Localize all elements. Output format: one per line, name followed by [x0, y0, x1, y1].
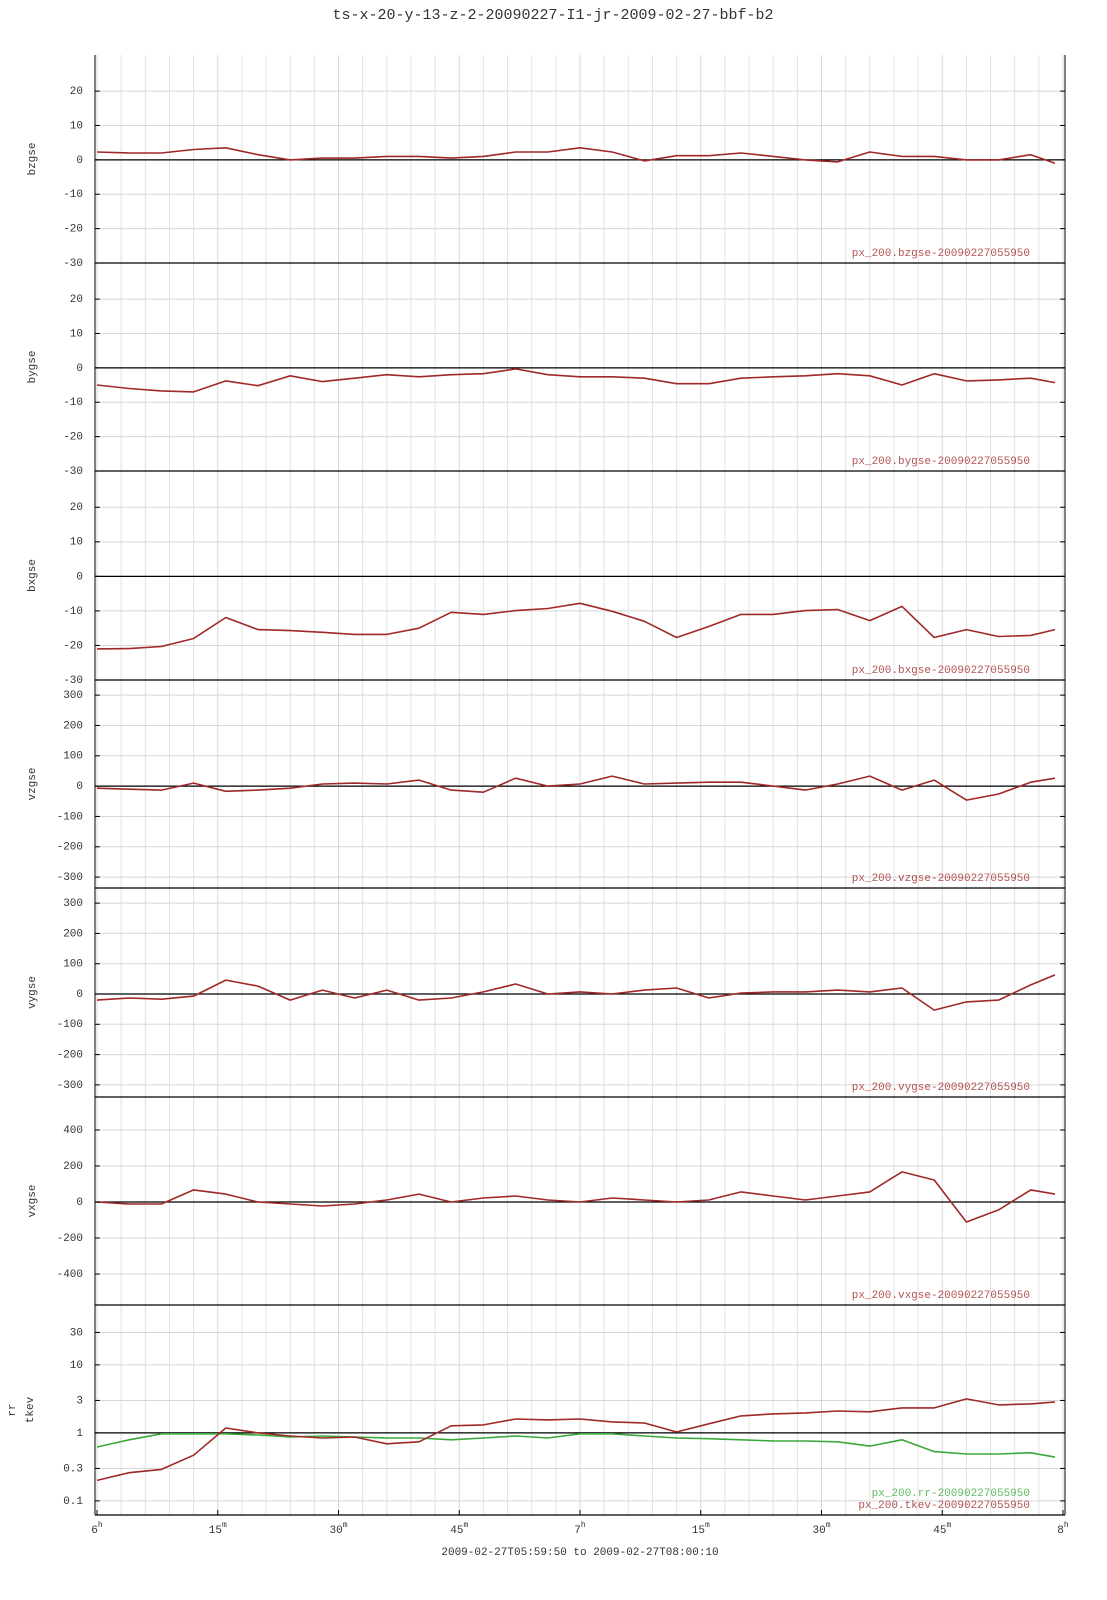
series-line [96, 602, 1056, 650]
series-line [96, 1171, 1056, 1223]
y-tick-label: 0 [76, 363, 83, 375]
legend-label: px_200.vygse-20090227055950 [852, 1082, 1030, 1094]
y-tick-label: -30 [63, 466, 83, 478]
y-tick-label: -20 [63, 432, 83, 444]
legend-label: px_200.bzgse-20090227055950 [852, 248, 1030, 260]
x-axis-label: 2009-02-27T05:59:50 to 2009-02-27T08:00:… [441, 1547, 718, 1559]
x-tick-label: 7h [574, 1521, 586, 1537]
y-tick-label: 0.1 [63, 1496, 83, 1508]
x-tick-label: 30m [329, 1521, 347, 1537]
y-axis-label: bzgse [27, 142, 39, 175]
legend-label: px_200.tkev-20090227055950 [858, 1500, 1030, 1512]
y-tick-label: 0.3 [63, 1463, 83, 1475]
y-axis-label: vxgse [27, 1184, 39, 1217]
series-line [96, 147, 1056, 165]
series-line [96, 368, 1056, 393]
y-tick-label: -10 [63, 397, 83, 409]
y-axis-label: tkev [25, 1396, 37, 1423]
y-tick-label: 200 [63, 1161, 83, 1173]
x-tick-label: 15m [209, 1521, 227, 1537]
y-tick-label: -20 [63, 640, 83, 652]
y-tick-label: 200 [63, 720, 83, 732]
y-tick-label: 300 [63, 690, 83, 702]
y-tick-label: -100 [57, 1019, 83, 1031]
y-axis-label: bxgse [27, 559, 39, 592]
y-tick-label: -20 [63, 224, 83, 236]
y-axis-label: rr [7, 1403, 19, 1416]
y-axis-label: vzgse [27, 767, 39, 800]
x-tick-label: 30m [812, 1521, 830, 1537]
x-tick-label: 45m [933, 1521, 951, 1537]
y-tick-label: 0 [76, 781, 83, 793]
y-axis-label: bygse [27, 350, 39, 383]
series-line [96, 1398, 1056, 1482]
y-tick-label: 20 [70, 294, 83, 306]
y-tick-label: -200 [57, 1050, 83, 1062]
y-tick-label: 100 [63, 959, 83, 971]
y-tick-label: 100 [63, 751, 83, 763]
series-line [96, 974, 1056, 1011]
x-tick-label: 45m [450, 1521, 468, 1537]
legend-label: px_200.bygse-20090227055950 [852, 456, 1030, 468]
y-tick-label: 10 [70, 537, 83, 549]
legend-label: px_200.rr-20090227055950 [872, 1488, 1030, 1500]
x-tick-label: 8h [1057, 1521, 1069, 1537]
y-tick-label: 20 [70, 502, 83, 514]
y-tick-label: -30 [63, 675, 83, 687]
x-tick-label: 15m [692, 1521, 710, 1537]
series-line [96, 1433, 1056, 1458]
y-tick-label: -300 [57, 1080, 83, 1092]
y-tick-label: 300 [63, 898, 83, 910]
y-tick-label: 10 [70, 328, 83, 340]
y-tick-label: -10 [63, 606, 83, 618]
x-tick-label: 6h [91, 1521, 103, 1537]
y-tick-label: 30 [70, 1327, 83, 1339]
y-tick-label: 400 [63, 1125, 83, 1137]
y-tick-label: -100 [57, 811, 83, 823]
chart-title: ts-x-20-y-13-z-2-20090227-I1-jr-2009-02-… [332, 7, 773, 24]
y-tick-label: 0 [76, 571, 83, 583]
y-tick-label: -200 [57, 1233, 83, 1245]
y-tick-label: 3 [76, 1395, 83, 1407]
legend-label: px_200.vxgse-20090227055950 [852, 1290, 1030, 1302]
y-tick-label: 10 [70, 120, 83, 132]
y-tick-label: 20 [70, 86, 83, 98]
y-tick-label: 10 [70, 1360, 83, 1372]
y-tick-label: 0 [76, 1197, 83, 1209]
y-tick-label: 200 [63, 928, 83, 940]
y-tick-label: -10 [63, 189, 83, 201]
legend-label: px_200.bxgse-20090227055950 [852, 665, 1030, 677]
line-layer [95, 147, 1065, 1482]
legend-label: px_200.vzgse-20090227055950 [852, 873, 1030, 885]
y-tick-label: -400 [57, 1269, 83, 1281]
y-tick-label: 0 [76, 155, 83, 167]
y-tick-label: 1 [76, 1428, 83, 1440]
y-tick-label: -300 [57, 872, 83, 884]
y-tick-label: -30 [63, 258, 83, 270]
y-tick-label: -200 [57, 842, 83, 854]
series-line [96, 775, 1056, 801]
y-tick-label: 0 [76, 989, 83, 1001]
y-axis-label: vygse [27, 976, 39, 1009]
